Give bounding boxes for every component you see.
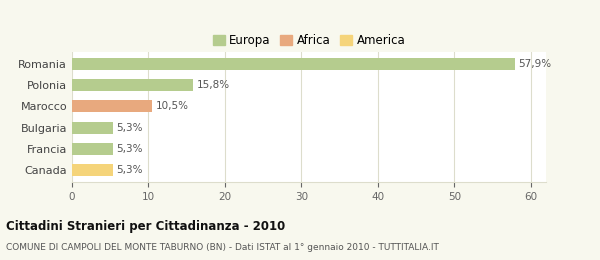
Text: COMUNE DI CAMPOLI DEL MONTE TABURNO (BN) - Dati ISTAT al 1° gennaio 2010 - TUTTI: COMUNE DI CAMPOLI DEL MONTE TABURNO (BN)… (6, 243, 439, 252)
Bar (72, 164, 113, 176)
Bar (72, 101, 152, 112)
Text: 5,3%: 5,3% (116, 123, 143, 133)
Bar (72, 143, 113, 155)
Bar (72, 122, 113, 133)
Bar (72, 79, 193, 91)
Text: 15,8%: 15,8% (197, 80, 230, 90)
Text: 10,5%: 10,5% (156, 101, 189, 111)
Text: 57,9%: 57,9% (518, 59, 551, 69)
Bar (72, 58, 515, 70)
Legend: Europa, Africa, America: Europa, Africa, America (208, 29, 410, 52)
Text: 5,3%: 5,3% (116, 144, 143, 154)
Text: Cittadini Stranieri per Cittadinanza - 2010: Cittadini Stranieri per Cittadinanza - 2… (6, 220, 285, 233)
Text: 5,3%: 5,3% (116, 165, 143, 175)
